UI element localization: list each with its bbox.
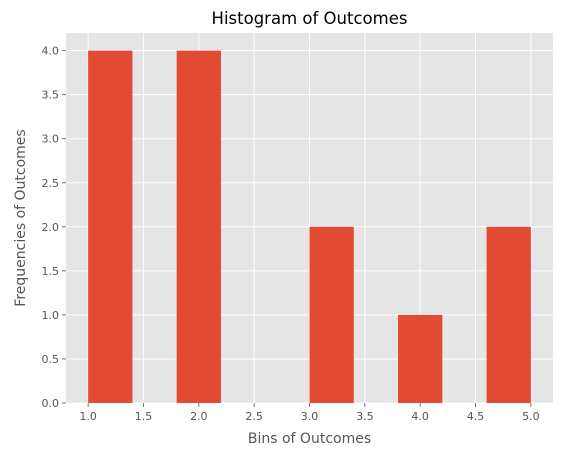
y-tick-label: 0.5 [42,353,60,366]
y-axis-ticks: 0.0 0.5 1.0 1.5 2.0 2.5 3.0 3.5 4.0 [42,45,66,410]
y-tick-label: 1.0 [42,309,60,322]
x-tick-label: 3.5 [356,410,374,423]
y-tick-label: 4.0 [42,45,60,58]
histogram-bar [486,226,531,403]
y-axis-label: Frequencies of Outcomes [13,129,29,306]
x-tick-label: 5.0 [522,410,540,423]
chart-title: Histogram of Outcomes [212,9,408,28]
histogram-bar [309,226,354,403]
y-tick-label: 3.5 [42,89,60,102]
x-tick-label: 1.5 [135,410,153,423]
y-tick-label: 3.0 [42,133,60,146]
y-tick-label: 1.5 [42,265,60,278]
x-tick-label: 2.5 [245,410,263,423]
histogram-bar [176,50,221,403]
histogram-bar [398,314,443,403]
x-tick-label: 3.0 [301,410,319,423]
x-tick-label: 1.0 [79,410,97,423]
y-tick-label: 0.0 [42,397,60,410]
x-tick-label: 2.0 [190,410,208,423]
x-axis-label: Bins of Outcomes [248,431,371,447]
y-tick-label: 2.0 [42,221,60,234]
bars [88,50,531,403]
histogram-bar [88,50,133,403]
x-tick-label: 4.0 [411,410,429,423]
x-axis-ticks: 1.0 1.5 2.0 2.5 3.0 3.5 4.0 4.5 5.0 [79,403,540,423]
x-tick-label: 4.5 [467,410,485,423]
y-tick-label: 2.5 [42,177,60,190]
